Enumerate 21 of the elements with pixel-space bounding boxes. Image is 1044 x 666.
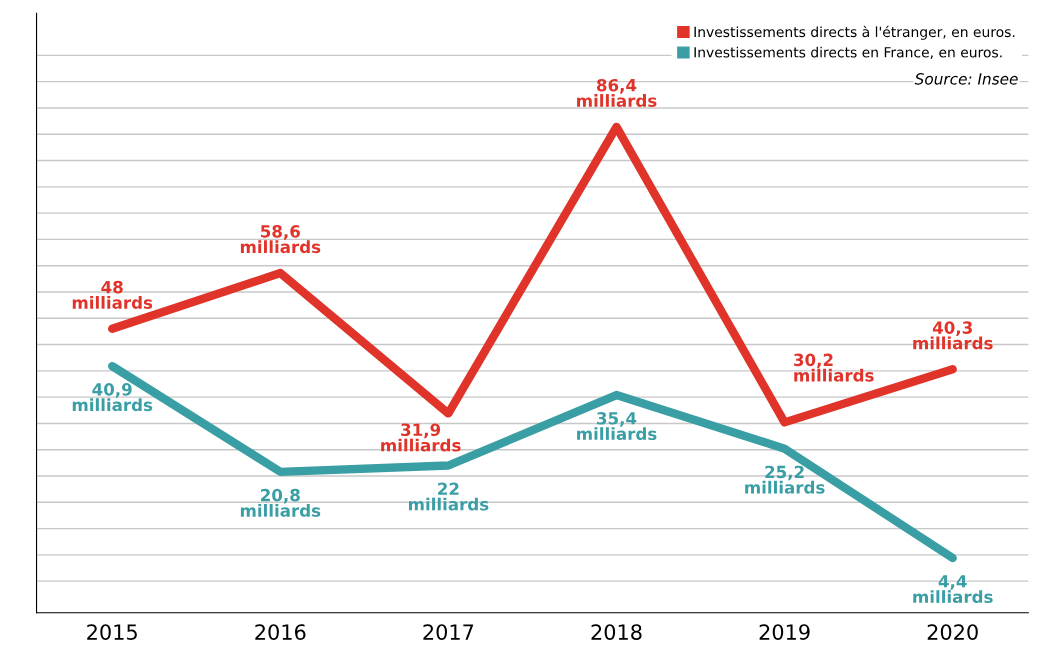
legend-label: Investissements directs à l'étranger, en euros. bbox=[694, 25, 1015, 40]
x-tick-label: 2019 bbox=[759, 624, 810, 640]
data-label: 48 milliards bbox=[72, 280, 153, 309]
x-tick-label: 2016 bbox=[255, 624, 306, 640]
data-label: 40,3 milliards bbox=[913, 321, 993, 350]
data-label: 31,9 milliards bbox=[381, 423, 461, 452]
data-label: 22 milliards bbox=[409, 482, 489, 511]
data-label: 20,8 milliards bbox=[240, 488, 321, 517]
x-tick-label: 2015 bbox=[87, 624, 137, 640]
data-label: 30,2 milliards bbox=[794, 353, 874, 382]
x-tick-label: 2018 bbox=[591, 624, 642, 640]
data-label: 40,9 milliards bbox=[72, 383, 153, 412]
data-label: 86,4 milliards bbox=[577, 78, 657, 107]
data-label: 58,6 milliards bbox=[240, 225, 321, 254]
data-label: 4,4 milliards bbox=[913, 575, 993, 604]
annotation: Source: Insee bbox=[914, 73, 1018, 85]
data-label: 25,2 milliards bbox=[745, 465, 825, 494]
x-tick-label: 2020 bbox=[927, 624, 978, 640]
data-label: 35,4 milliards bbox=[577, 412, 657, 441]
x-tick-label: 2017 bbox=[423, 624, 474, 640]
legend-label: Investissements directs en France, en euros. bbox=[694, 46, 1002, 59]
